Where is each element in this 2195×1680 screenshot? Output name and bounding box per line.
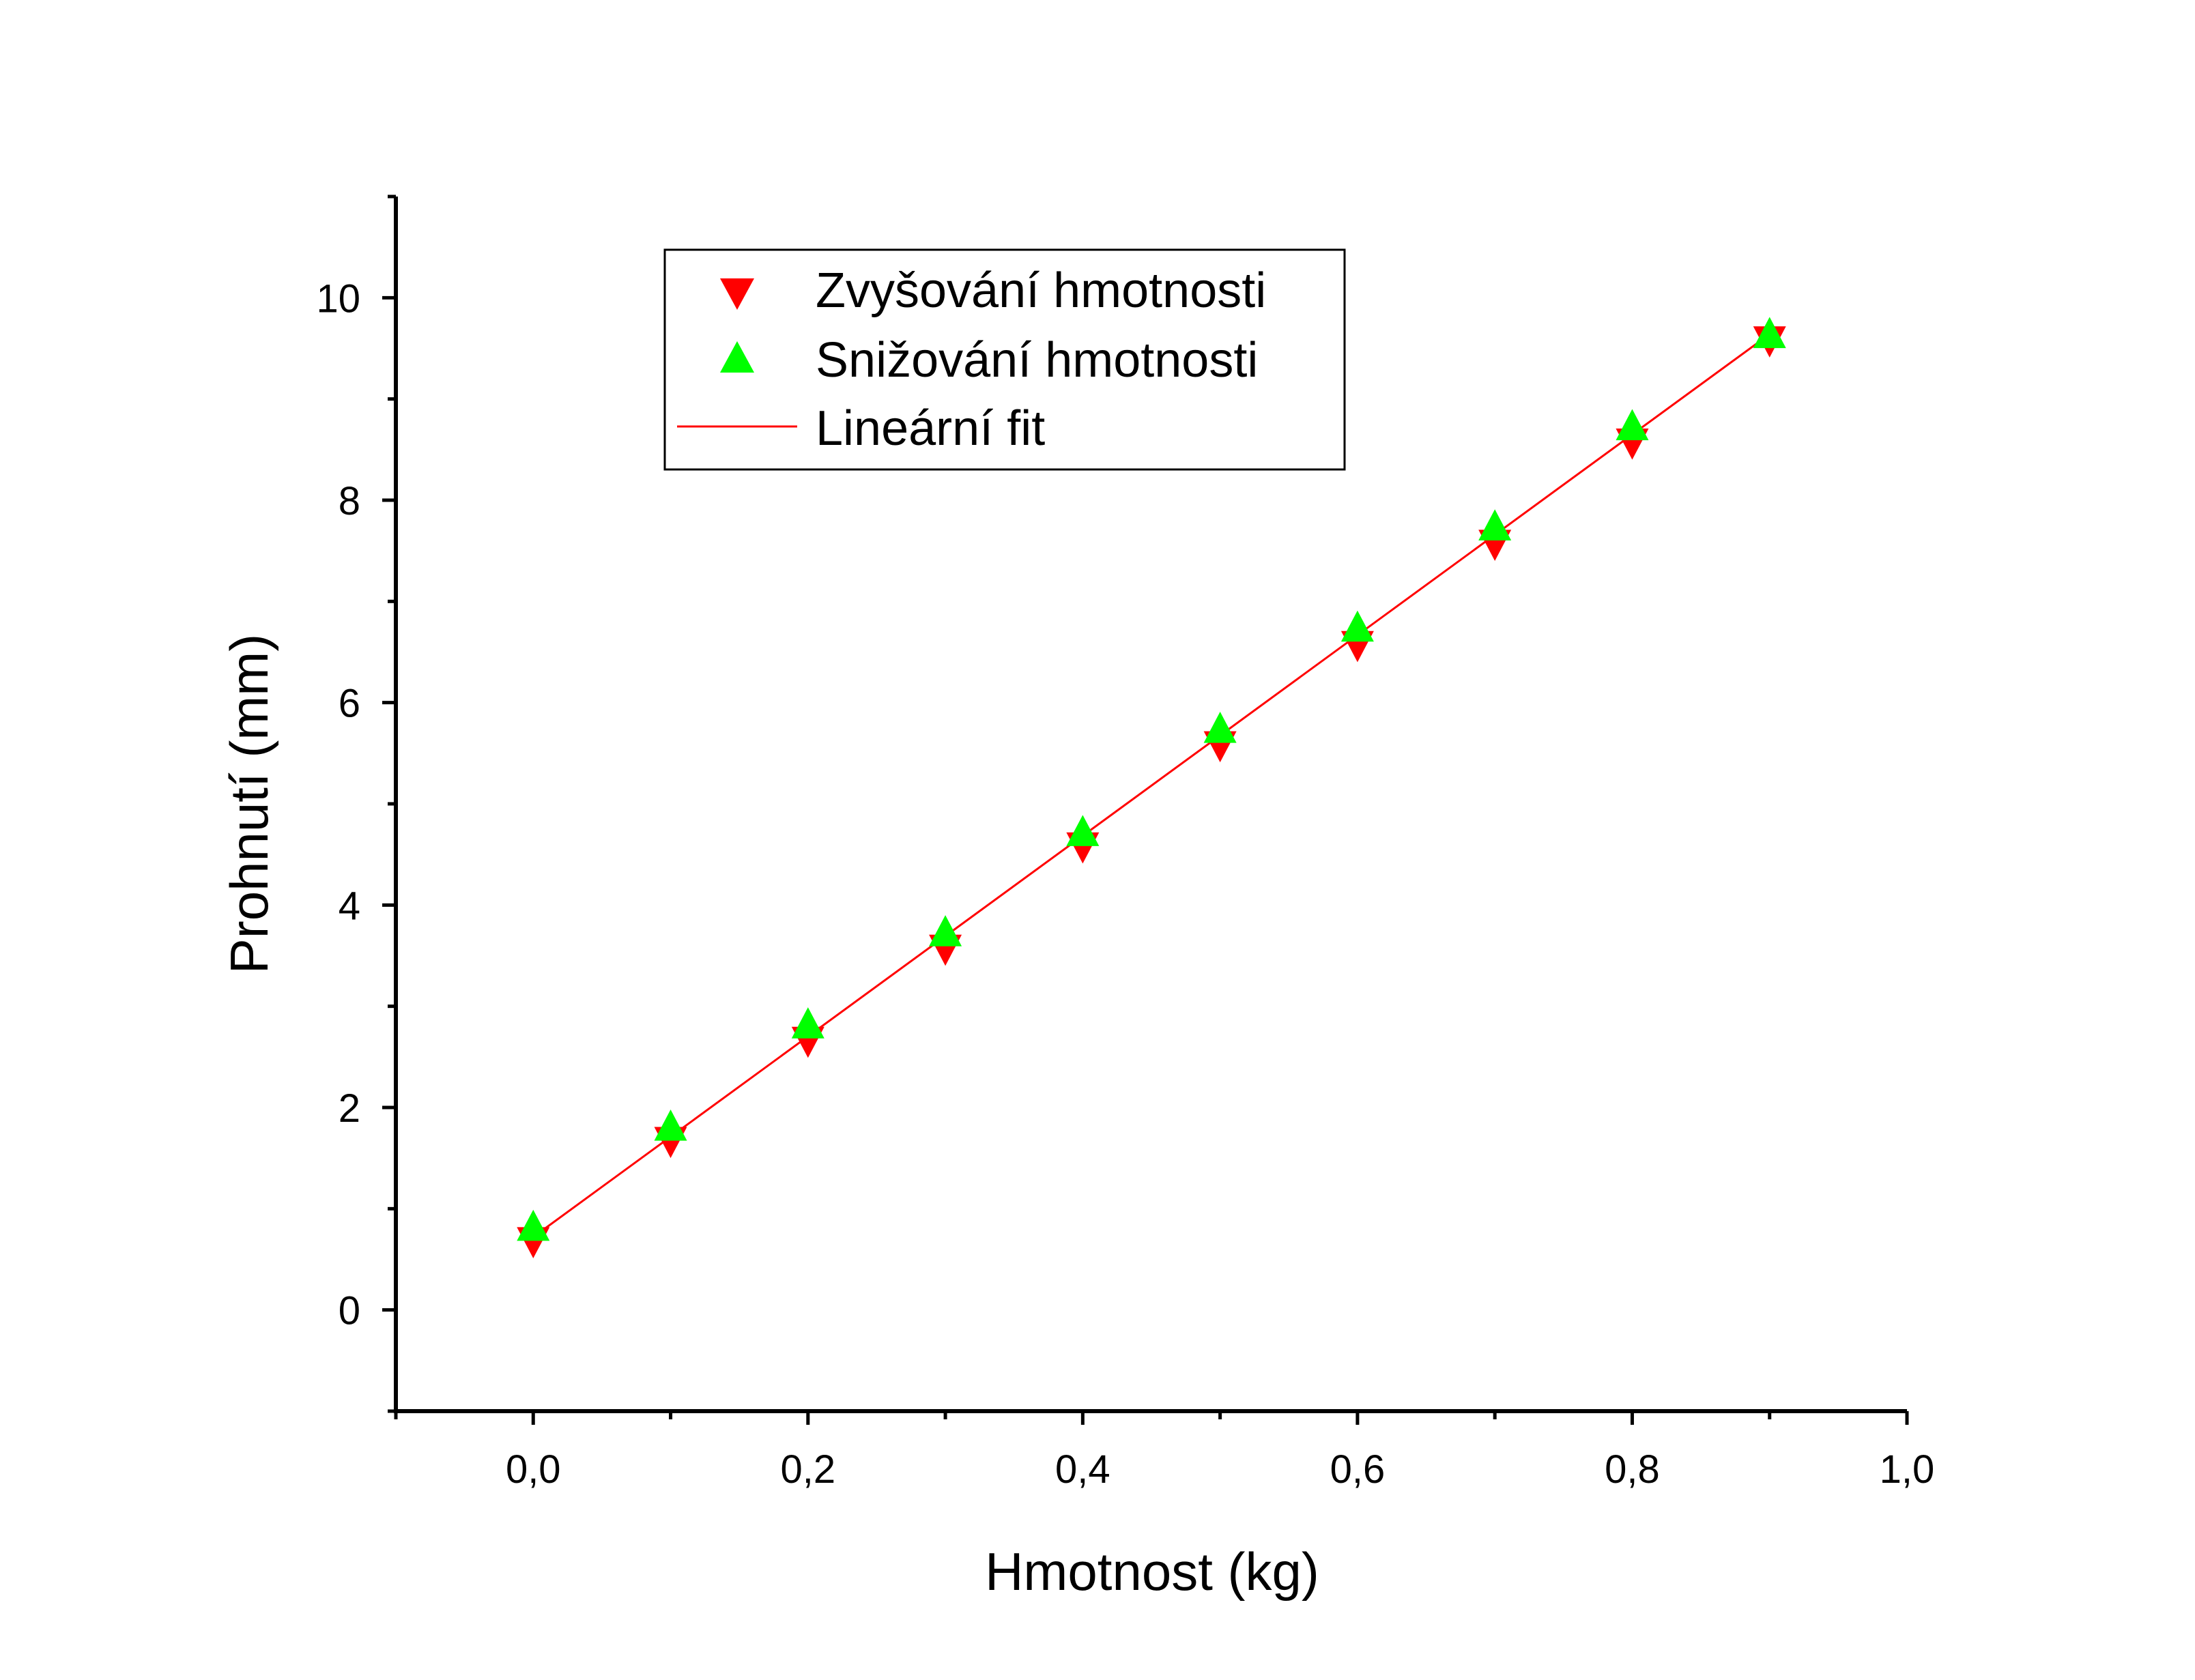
legend-box [663,248,1346,471]
x-tick-label: 1,0 [1880,1447,1935,1492]
x-tick-label: 0,0 [506,1447,561,1492]
y-tick-label: 2 [339,1086,360,1131]
point-snizovani [654,1109,687,1141]
x-tick-label: 0,8 [1605,1447,1660,1492]
y-tick-label: 8 [339,479,360,523]
point-snizovani [1753,317,1786,349]
x-axis-title: Hmotnost (kg) [985,1541,1319,1602]
point-snizovani [791,1007,824,1039]
point-snizovani [1478,509,1512,540]
tick-layer: 0,0 0,2 0,4 0,6 0,8 1,0 0 2 4 6 8 10 [316,194,1935,1492]
fit-line [532,333,1770,1239]
legend-marker-zvysovani [720,278,754,310]
legend-label-snizovani: Snižování hmotnosti [816,333,1258,388]
legend-label-fit: Lineární fit [816,401,1045,456]
y-tick-label: 10 [316,276,360,321]
point-snizovani [1340,610,1374,642]
x-tick-label: 0,6 [1330,1447,1386,1492]
x-tick-label: 0,2 [780,1447,835,1492]
legend-marker-snizovani [720,341,754,373]
marker-layer [517,317,1786,1258]
point-snizovani [1066,815,1100,846]
x-tick-label: 0,4 [1055,1447,1110,1492]
legend-label-zvysovani: Zvyšování hmotnosti [816,263,1266,318]
fit-layer [532,333,1770,1239]
legend: Zvyšování hmotnosti Snižování hmotnosti … [663,248,1346,471]
y-tick-label: 6 [339,682,360,726]
point-snizovani [1616,409,1649,441]
point-snizovani [1203,712,1237,743]
point-snizovani [517,1209,550,1241]
y-tick-label: 4 [339,884,360,928]
point-snizovani [929,915,962,946]
y-tick-label: 0 [339,1289,360,1333]
y-axis-title: Prohnutí (mm) [219,634,279,974]
